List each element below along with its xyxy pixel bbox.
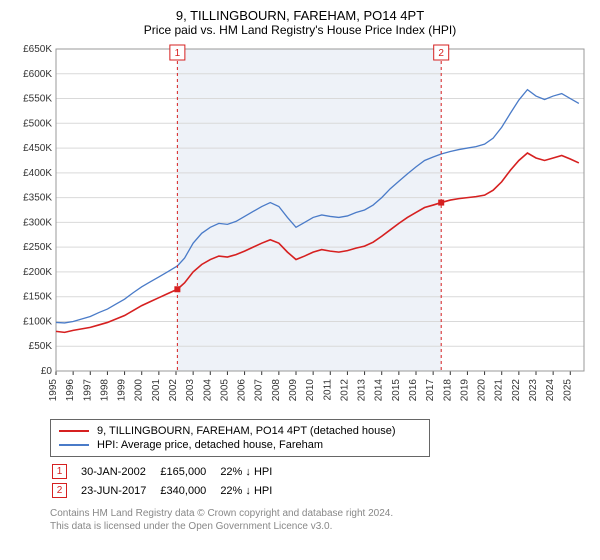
svg-text:£650K: £650K <box>23 44 52 55</box>
svg-text:2018: 2018 <box>442 379 453 402</box>
marker-id-box: 1 <box>52 464 67 479</box>
svg-text:2002: 2002 <box>168 379 179 402</box>
svg-text:£300K: £300K <box>23 217 52 228</box>
chart-subtitle: Price paid vs. HM Land Registry's House … <box>8 23 592 37</box>
svg-text:2007: 2007 <box>254 379 265 402</box>
svg-text:2013: 2013 <box>357 379 368 402</box>
marker-row: 1 30-JAN-2002£165,00022% ↓ HPI <box>52 463 284 480</box>
legend-swatch <box>59 444 89 446</box>
chart-title: 9, TILLINGBOURN, FAREHAM, PO14 4PT <box>8 8 592 23</box>
sale-marker-table: 1 30-JAN-2002£165,00022% ↓ HPI 2 23-JUN-201… <box>50 461 286 501</box>
svg-text:2009: 2009 <box>288 379 299 402</box>
legend-item: 9, TILLINGBOURN, FAREHAM, PO14 4PT (deta… <box>59 424 421 438</box>
svg-text:£200K: £200K <box>23 267 52 278</box>
svg-text:2024: 2024 <box>545 379 556 402</box>
svg-text:£50K: £50K <box>29 341 53 352</box>
legend-swatch <box>59 430 89 432</box>
svg-text:1997: 1997 <box>82 379 93 402</box>
marker-delta: 22% ↓ HPI <box>220 463 284 480</box>
svg-text:2017: 2017 <box>425 379 436 402</box>
svg-text:2023: 2023 <box>528 379 539 402</box>
svg-text:2019: 2019 <box>459 379 470 402</box>
marker-id-box: 2 <box>52 483 67 498</box>
svg-text:£350K: £350K <box>23 193 52 204</box>
svg-text:£450K: £450K <box>23 143 52 154</box>
legend-label: HPI: Average price, detached house, Fare… <box>97 439 323 451</box>
svg-text:2011: 2011 <box>322 379 333 401</box>
svg-text:2: 2 <box>438 48 444 59</box>
svg-text:2021: 2021 <box>494 379 505 402</box>
svg-text:2000: 2000 <box>134 379 145 402</box>
svg-text:2005: 2005 <box>219 379 230 402</box>
footer-line-1: Contains HM Land Registry data © Crown c… <box>50 507 592 520</box>
svg-text:2025: 2025 <box>562 379 573 402</box>
svg-text:£150K: £150K <box>23 292 52 303</box>
svg-text:2010: 2010 <box>305 379 316 402</box>
chart-area: £0 £50K £100K £150K £200K £250K £300K £350K £400… <box>8 43 592 413</box>
svg-text:2001: 2001 <box>151 379 162 402</box>
footer-attribution: Contains HM Land Registry data © Crown c… <box>50 507 592 533</box>
legend-item: HPI: Average price, detached house, Fare… <box>59 438 421 452</box>
svg-text:2008: 2008 <box>271 379 282 402</box>
svg-text:2020: 2020 <box>477 379 488 402</box>
legend: 9, TILLINGBOURN, FAREHAM, PO14 4PT (deta… <box>50 419 430 457</box>
svg-text:1: 1 <box>175 48 181 59</box>
svg-text:2006: 2006 <box>237 379 248 402</box>
svg-text:1995: 1995 <box>48 379 59 402</box>
legend-label: 9, TILLINGBOURN, FAREHAM, PO14 4PT (deta… <box>97 425 396 437</box>
svg-text:£100K: £100K <box>23 316 52 327</box>
svg-text:£550K: £550K <box>23 94 52 105</box>
svg-text:2014: 2014 <box>374 379 385 402</box>
svg-text:2003: 2003 <box>185 379 196 402</box>
svg-text:1999: 1999 <box>117 379 128 402</box>
marker-date: 23-JUN-2017 <box>81 482 158 499</box>
svg-text:1996: 1996 <box>65 379 76 402</box>
marker-price: £165,000 <box>160 463 218 480</box>
svg-text:2012: 2012 <box>339 379 350 402</box>
svg-text:£250K: £250K <box>23 242 52 253</box>
svg-text:£600K: £600K <box>23 69 52 80</box>
svg-text:£400K: £400K <box>23 168 52 179</box>
svg-text:2004: 2004 <box>202 379 213 402</box>
marker-delta: 22% ↓ HPI <box>220 482 284 499</box>
footer-line-2: This data is licensed under the Open Gov… <box>50 520 592 533</box>
svg-text:2015: 2015 <box>391 379 402 402</box>
svg-text:2016: 2016 <box>408 379 419 402</box>
marker-row: 2 23-JUN-2017£340,00022% ↓ HPI <box>52 482 284 499</box>
svg-text:2022: 2022 <box>511 379 522 402</box>
svg-text:1998: 1998 <box>99 379 110 402</box>
svg-text:£0: £0 <box>41 366 53 377</box>
line-chart-svg: £0 £50K £100K £150K £200K £250K £300K £350K £400… <box>8 43 592 413</box>
marker-date: 30-JAN-2002 <box>81 463 158 480</box>
marker-price: £340,000 <box>160 482 218 499</box>
svg-text:£500K: £500K <box>23 118 52 129</box>
